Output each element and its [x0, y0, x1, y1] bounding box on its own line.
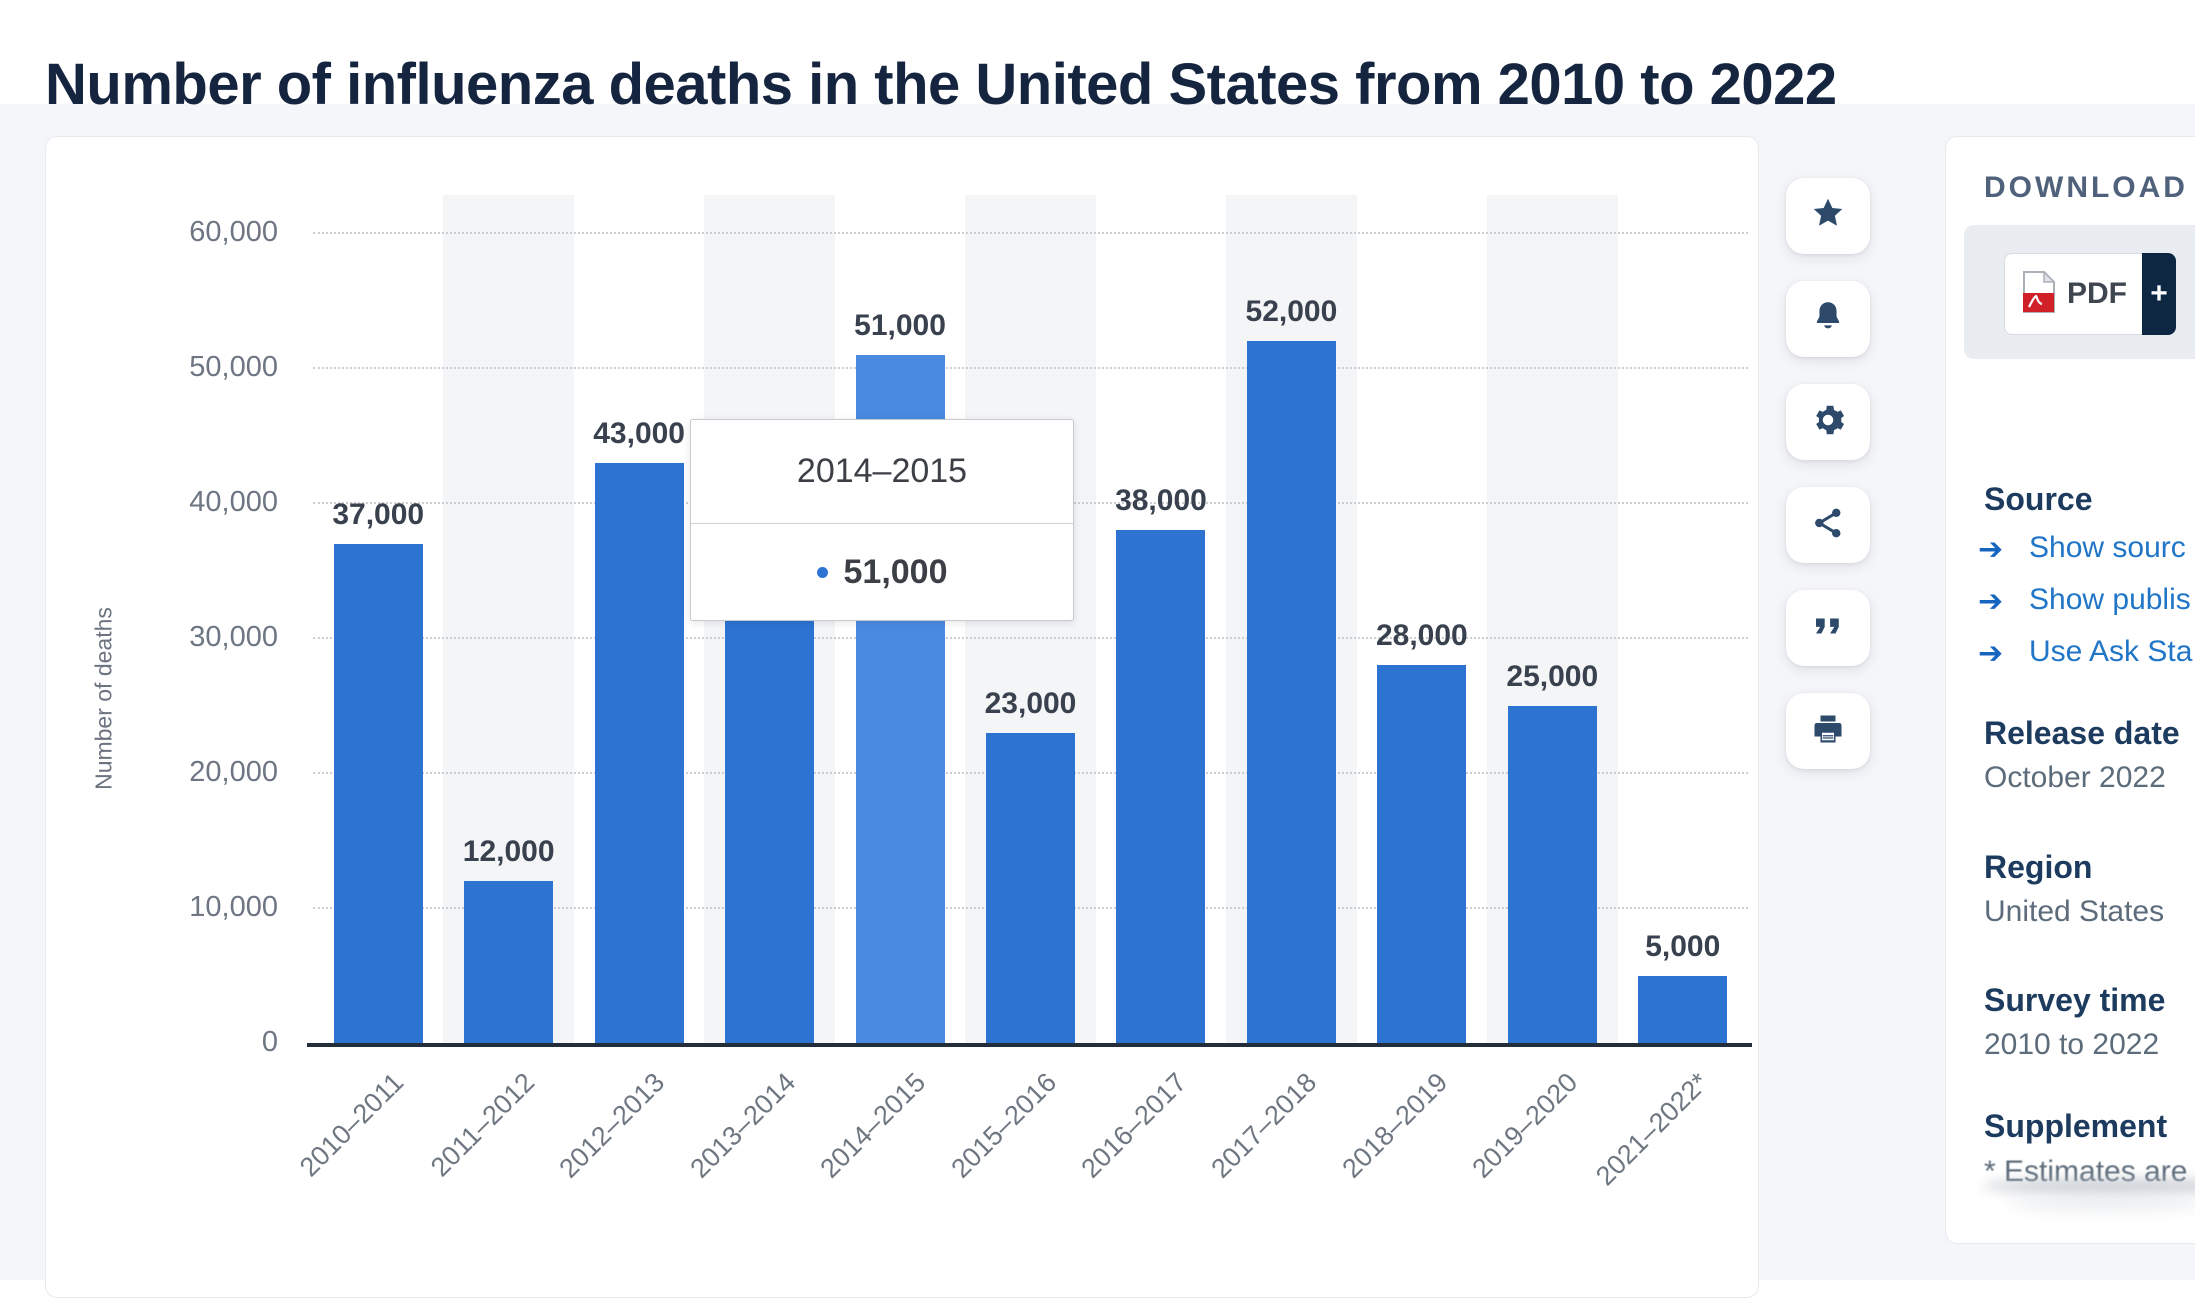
arrow-right-icon: ➔ — [1978, 533, 2004, 566]
source-heading: Source — [1984, 481, 2093, 517]
bell-icon — [1810, 299, 1846, 340]
bar-value-label: 43,000 — [593, 416, 685, 450]
bar[interactable] — [1116, 530, 1206, 1043]
star-icon — [1810, 196, 1846, 237]
y-tick-label: 50,000 — [189, 351, 278, 383]
bar-value-label: 38,000 — [1115, 484, 1207, 517]
plot-area: 0 10,000 20,000 30,000 40,000 50,000 60,000 37,… — [46, 137, 1758, 1297]
show-sources-link[interactable]: Show sourc — [2029, 531, 2186, 564]
gear-icon — [1810, 402, 1846, 443]
bar[interactable] — [464, 881, 554, 1043]
tooltip-title: 2014–2015 — [691, 420, 1073, 524]
gridline — [313, 637, 1748, 639]
survey-time-value: 2010 to 2022 — [1984, 1028, 2160, 1061]
bar-value-label: 28,000 — [1375, 619, 1468, 652]
bar[interactable] — [594, 462, 684, 1043]
bar-value-label: 51,000 — [854, 308, 946, 342]
y-tick-label: 30,000 — [189, 621, 278, 653]
region-heading: Region — [1984, 849, 2093, 885]
arrow-right-icon: ➔ — [1978, 585, 2004, 618]
bar-value-label: 12,000 — [462, 835, 555, 868]
quote-icon — [1810, 608, 1846, 649]
bar-value-label: 5,000 — [1645, 929, 1721, 963]
pdf-file-icon — [2021, 269, 2056, 318]
pdf-button-label: PDF — [2067, 277, 2127, 310]
bar-value-label: 52,000 — [1245, 295, 1338, 328]
favorite-button[interactable] — [1786, 178, 1870, 254]
use-ask-statista-link[interactable]: Use Ask Sta — [2029, 635, 2193, 668]
share-button[interactable] — [1786, 487, 1870, 563]
share-icon — [1810, 505, 1846, 546]
chart-tooltip: 2014–2015 51,000 — [690, 419, 1074, 621]
alerts-button[interactable] — [1786, 281, 1870, 357]
bar[interactable] — [333, 543, 423, 1043]
download-heading: DOWNLOAD — [1984, 171, 2188, 204]
download-more-button[interactable]: + — [2142, 253, 2176, 335]
bar[interactable] — [1638, 975, 1728, 1043]
y-tick-label: 0 — [261, 1026, 278, 1058]
chart-card: Number of deaths 0 10,000 20,000 30,000 40,0… — [45, 136, 1759, 1298]
arrow-right-icon: ➔ — [1978, 637, 2004, 670]
download-button-group: PDF + — [1964, 225, 2195, 359]
page-title: Number of influenza deaths in the United… — [45, 51, 1837, 117]
release-date-value: October 2022 — [1984, 761, 2166, 794]
y-tick-label: 40,000 — [189, 486, 278, 518]
y-tick-label: 10,000 — [189, 891, 278, 923]
tooltip-value: 51,000 — [843, 552, 948, 591]
details-panel: DOWNLOAD PDF + Source ➔ Show sourc ➔ Sho… — [1945, 136, 2195, 1244]
download-pdf-button[interactable]: PDF — [2004, 253, 2144, 335]
bar[interactable] — [1507, 705, 1597, 1043]
blurred-text-artifact — [2006, 1199, 2195, 1209]
show-publisher-link[interactable]: Show publis — [2029, 583, 2191, 616]
bar[interactable] — [1246, 341, 1336, 1043]
gridline — [313, 232, 1748, 234]
release-date-heading: Release date — [1984, 715, 2180, 751]
survey-time-heading: Survey time — [1984, 982, 2166, 1018]
x-axis-line — [307, 1043, 1752, 1047]
series-dot-icon — [816, 566, 828, 578]
bar-value-label: 25,000 — [1506, 659, 1599, 693]
supplementary-notes-heading: Supplement — [1984, 1108, 2168, 1144]
y-tick-label: 60,000 — [189, 216, 278, 248]
print-button[interactable] — [1786, 693, 1870, 769]
settings-button[interactable] — [1786, 384, 1870, 460]
citation-button[interactable] — [1786, 590, 1870, 666]
gridline — [313, 367, 1748, 369]
region-value: United States — [1984, 895, 2165, 928]
bar[interactable] — [1377, 665, 1467, 1043]
bar[interactable] — [986, 732, 1075, 1043]
bar-value-label: 37,000 — [332, 497, 425, 531]
y-tick-label: 20,000 — [189, 756, 278, 788]
printer-icon — [1810, 711, 1846, 752]
blurred-text-artifact — [1982, 1179, 2195, 1193]
bar-value-label: 23,000 — [984, 686, 1077, 720]
